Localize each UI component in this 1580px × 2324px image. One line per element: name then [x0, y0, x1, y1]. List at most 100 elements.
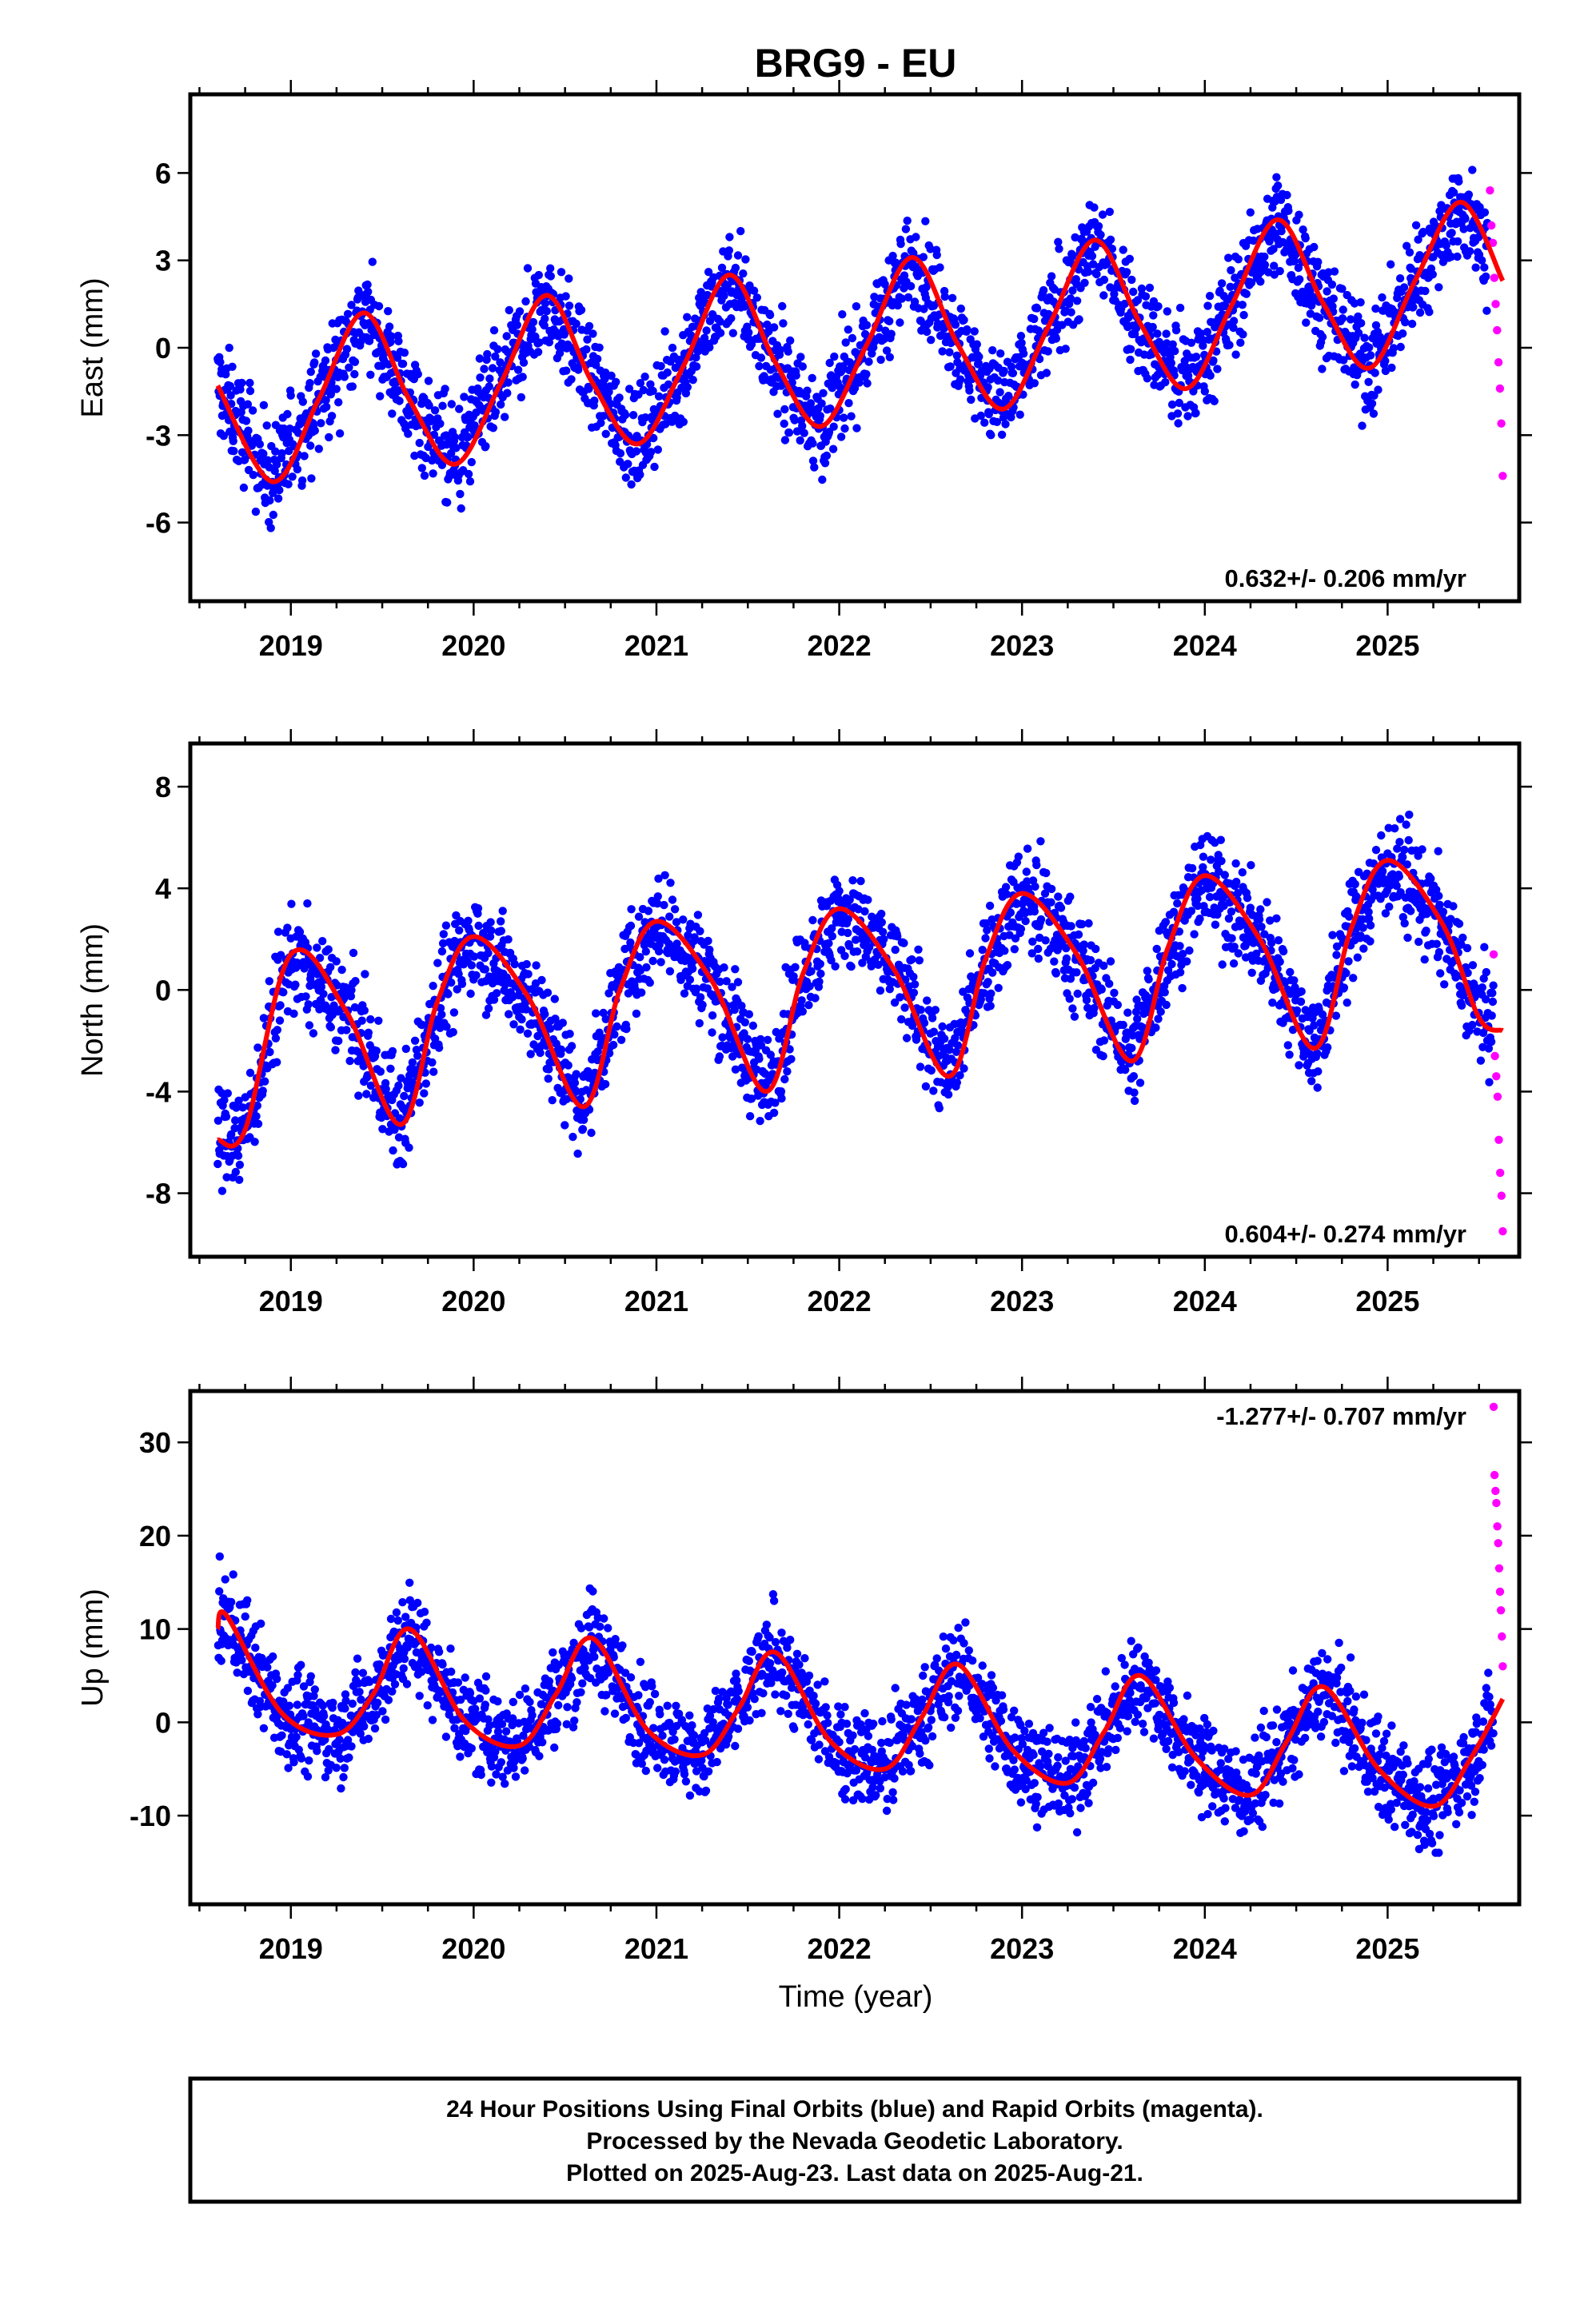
final-orbit-point — [860, 907, 868, 915]
final-orbit-point — [1028, 938, 1036, 946]
final-orbit-point — [389, 1047, 397, 1055]
final-orbit-point — [741, 1018, 749, 1026]
final-orbit-point — [416, 1098, 424, 1106]
final-orbit-point — [957, 305, 965, 313]
final-orbit-point — [744, 1035, 752, 1043]
x-tick-label: 2019 — [259, 629, 323, 662]
final-orbit-point — [696, 993, 704, 1001]
final-orbit-point — [312, 349, 320, 357]
final-orbit-point — [621, 411, 629, 419]
final-orbit-point — [1283, 191, 1291, 199]
final-orbit-point — [388, 409, 396, 417]
final-orbit-point — [351, 977, 359, 985]
final-orbit-point — [422, 1079, 430, 1087]
final-orbit-point — [517, 1015, 525, 1023]
final-orbit-point — [568, 1042, 576, 1050]
final-orbit-point — [1195, 915, 1203, 923]
final-orbit-point — [815, 978, 823, 986]
final-orbit-point — [995, 984, 1003, 992]
final-orbit-point — [557, 268, 565, 276]
final-orbit-point — [756, 1117, 764, 1125]
final-orbit-point — [227, 1598, 235, 1606]
x-tick-label: 2025 — [1355, 629, 1419, 662]
final-orbit-point — [1247, 209, 1255, 217]
final-orbit-point — [1096, 231, 1104, 239]
final-orbit-point — [840, 952, 848, 960]
final-orbit-point — [680, 990, 688, 998]
rapid-orbit-point — [1493, 326, 1501, 334]
final-orbit-point — [1071, 1013, 1079, 1021]
final-orbit-point — [1261, 261, 1269, 269]
final-orbit-point — [694, 911, 702, 919]
final-orbit-point — [364, 288, 372, 296]
x-tick-label: 2021 — [624, 629, 688, 662]
final-orbit-point — [229, 1570, 237, 1578]
final-orbit-point — [916, 956, 924, 964]
final-orbit-point — [322, 403, 330, 411]
final-orbit-point — [1146, 284, 1154, 292]
final-orbit-point — [779, 319, 787, 327]
final-orbit-point — [1033, 304, 1041, 312]
final-orbit-point — [1172, 326, 1180, 334]
final-orbit-point — [1396, 274, 1404, 282]
data-points — [213, 811, 1507, 1236]
final-orbit-point — [1044, 347, 1052, 355]
final-orbit-point — [1100, 276, 1108, 284]
final-orbit-point — [816, 412, 824, 420]
final-orbit-point — [1302, 318, 1310, 326]
final-orbit-point — [235, 1176, 243, 1184]
final-orbit-point — [624, 460, 632, 468]
final-orbit-point — [1422, 927, 1430, 935]
final-orbit-point — [474, 904, 482, 912]
final-orbit-point — [896, 318, 904, 326]
final-orbit-point — [660, 901, 668, 909]
final-orbit-point — [484, 949, 492, 957]
final-orbit-point — [909, 973, 917, 981]
final-orbit-point — [341, 373, 349, 381]
final-orbit-point — [305, 1021, 313, 1029]
final-orbit-point — [1235, 255, 1243, 263]
final-orbit-point — [468, 458, 476, 466]
final-orbit-point — [786, 337, 794, 345]
final-orbit-point — [464, 433, 472, 440]
final-orbit-point — [1481, 209, 1489, 217]
x-tick-label: 2025 — [1355, 1932, 1419, 1965]
velocity-rate-label: 0.632+/- 0.206 mm/yr — [1225, 564, 1466, 592]
x-tick-label: 2023 — [990, 1932, 1054, 1965]
rapid-orbit-point — [1498, 1192, 1506, 1200]
final-orbit-point — [442, 922, 450, 930]
final-orbit-point — [1295, 1061, 1303, 1069]
final-orbit-point — [745, 1011, 753, 1018]
final-orbit-point — [1439, 907, 1447, 915]
final-orbit-point — [1487, 1038, 1495, 1046]
final-orbit-point — [856, 877, 864, 885]
rapid-orbit-point — [1496, 1169, 1504, 1177]
final-orbit-point — [1436, 969, 1444, 977]
final-orbit-point — [725, 246, 733, 254]
final-orbit-point — [261, 1078, 269, 1086]
final-orbit-point — [632, 1010, 640, 1018]
final-orbit-point — [514, 366, 522, 374]
final-orbit-point — [705, 946, 713, 954]
final-orbit-point — [1131, 1097, 1139, 1105]
final-orbit-point — [269, 511, 277, 519]
final-orbit-point — [276, 1016, 284, 1024]
final-orbit-point — [1001, 420, 1009, 428]
final-orbit-point — [852, 302, 860, 310]
final-orbit-point — [821, 459, 829, 467]
final-orbit-point — [780, 405, 788, 413]
final-orbit-point — [941, 293, 949, 301]
y-tick-label: 3 — [155, 245, 171, 277]
final-orbit-point — [636, 471, 644, 479]
y-axis-label: East (mm) — [76, 277, 110, 417]
final-orbit-point — [244, 1687, 252, 1695]
final-orbit-point — [1314, 1067, 1322, 1075]
final-orbit-point — [438, 402, 446, 410]
final-orbit-point — [532, 961, 540, 969]
final-orbit-point — [528, 325, 536, 333]
final-orbit-point — [1127, 1044, 1135, 1052]
final-orbit-point — [1130, 1072, 1138, 1080]
final-orbit-point — [1260, 253, 1268, 261]
final-orbit-point — [808, 374, 816, 382]
